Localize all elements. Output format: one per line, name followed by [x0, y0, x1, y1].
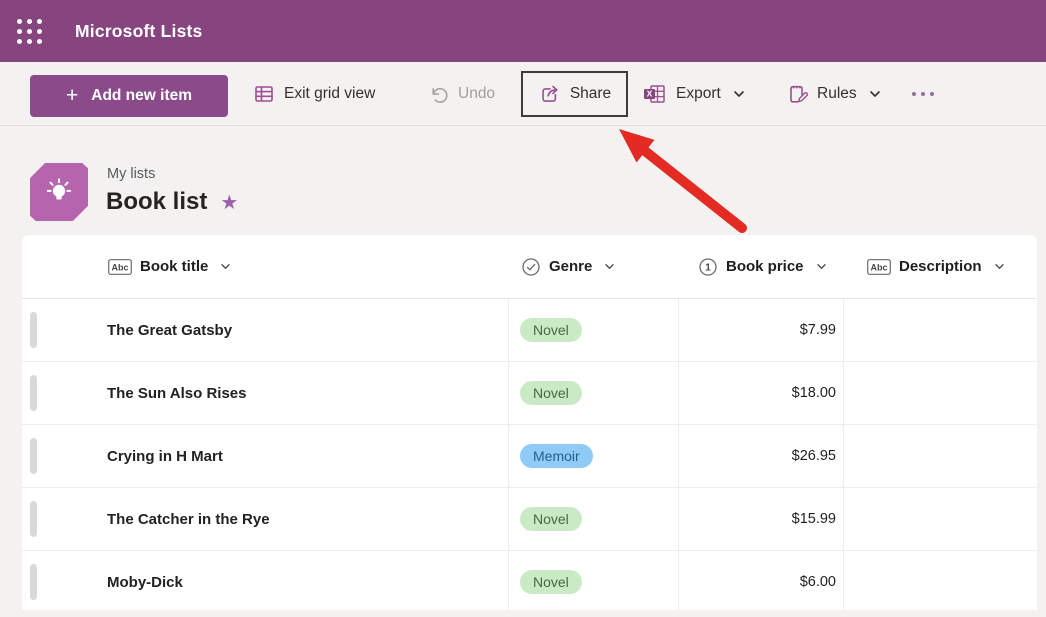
cell-book-title[interactable]: Crying in H Mart [107, 447, 223, 465]
cell-genre[interactable]: Novel [508, 362, 678, 424]
undo-label: Undo [458, 85, 496, 102]
row-drag-handle[interactable] [30, 375, 37, 411]
cell-description[interactable] [843, 362, 1037, 424]
cell-genre[interactable]: Novel [508, 299, 678, 361]
column-header-description[interactable]: Abc Description [843, 258, 1037, 275]
lightbulb-icon [43, 176, 75, 208]
cell-book-title[interactable]: Moby-Dick [107, 573, 183, 591]
app-launcher-waffle-icon[interactable] [17, 18, 42, 44]
undo-button-disabled[interactable]: Undo [428, 62, 495, 126]
column-header-book-title[interactable]: Abc Book title [22, 258, 508, 275]
table-row[interactable]: Moby-Dick Novel $6.00 [22, 551, 1037, 610]
add-new-item-label: Add new item [91, 87, 193, 104]
text-column-abc-icon: Abc [108, 258, 132, 275]
text-column-abc-icon: Abc [867, 258, 891, 275]
export-label: Export [676, 85, 721, 102]
cell-book-price[interactable]: $26.95 [678, 425, 843, 487]
export-button[interactable]: X Export [643, 62, 745, 126]
cell-description[interactable] [843, 299, 1037, 361]
chevron-down-icon [733, 90, 745, 98]
ellipsis-icon [910, 90, 936, 98]
cell-genre[interactable]: Memoir [508, 425, 678, 487]
annotation-arrow [619, 129, 747, 233]
cell-book-price[interactable]: $6.00 [678, 551, 843, 610]
rules-label: Rules [817, 85, 857, 102]
list-title-row: Book list ★ [106, 188, 238, 216]
column-header-genre[interactable]: Genre [508, 257, 678, 277]
share-highlight-box: Share [521, 71, 628, 117]
rules-button[interactable]: Rules [786, 62, 881, 126]
genre-pill: Novel [520, 570, 582, 594]
cell-book-title[interactable]: The Sun Also Rises [107, 384, 247, 402]
genre-pill: Novel [520, 381, 582, 405]
row-drag-handle[interactable] [30, 501, 37, 537]
favorite-star-icon[interactable]: ★ [220, 192, 239, 214]
cell-book-price[interactable]: $7.99 [678, 299, 843, 361]
column-header-book-price[interactable]: 1 Book price [678, 257, 843, 277]
cell-description[interactable] [843, 425, 1037, 487]
row-drag-handle[interactable] [30, 564, 37, 600]
cell-book-title[interactable]: The Great Gatsby [107, 321, 233, 339]
rules-notepad-icon [786, 83, 808, 105]
svg-text:X: X [647, 89, 653, 99]
chevron-down-icon [816, 263, 827, 270]
column-label: Book title [140, 258, 209, 275]
grid-table-icon [253, 83, 275, 105]
plus-icon: + [65, 83, 79, 107]
genre-pill: Novel [520, 318, 582, 342]
cell-description[interactable] [843, 551, 1037, 610]
column-label: Book price [726, 258, 804, 275]
app-header: Microsoft Lists [0, 0, 1046, 62]
cell-book-price[interactable]: $15.99 [678, 488, 843, 550]
toolbar: + Add new item Exit grid view Undo [0, 62, 1046, 126]
chevron-down-icon [994, 263, 1005, 270]
exit-grid-view-label: Exit grid view [284, 85, 376, 102]
chevron-down-icon [220, 263, 231, 270]
list-tile-icon [30, 163, 88, 221]
cell-genre[interactable]: Novel [508, 488, 678, 550]
breadcrumb-my-lists[interactable]: My lists [107, 166, 156, 182]
page-title: Book list [106, 188, 208, 215]
table-header-row: Abc Book title Genre [22, 235, 1037, 299]
chevron-down-icon [869, 90, 881, 98]
chevron-down-icon [604, 263, 615, 270]
more-options-button[interactable] [910, 62, 936, 126]
table-row[interactable]: The Catcher in the Rye Novel $15.99 [22, 488, 1037, 551]
choice-column-check-icon [521, 257, 541, 277]
svg-text:Abc: Abc [111, 262, 128, 272]
cell-book-price[interactable]: $18.00 [678, 362, 843, 424]
share-button[interactable]: Share [569, 85, 612, 102]
cell-book-title[interactable]: The Catcher in the Rye [107, 510, 270, 528]
column-label: Description [899, 258, 982, 275]
cell-description[interactable] [843, 488, 1037, 550]
table-row[interactable]: The Sun Also Rises Novel $18.00 [22, 362, 1037, 425]
exit-grid-view-button[interactable]: Exit grid view [253, 62, 375, 126]
column-label: Genre [549, 258, 593, 275]
row-drag-handle[interactable] [30, 312, 37, 348]
table-row[interactable]: The Great Gatsby Novel $7.99 [22, 299, 1037, 362]
number-column-icon: 1 [698, 257, 718, 277]
svg-text:Abc: Abc [870, 262, 887, 272]
app-title: Microsoft Lists [75, 20, 203, 41]
add-new-item-button[interactable]: + Add new item [30, 75, 228, 117]
share-icon [538, 83, 561, 106]
cell-genre[interactable]: Novel [508, 551, 678, 610]
excel-export-icon: X [643, 83, 667, 105]
genre-pill: Memoir [520, 444, 593, 468]
row-drag-handle[interactable] [30, 438, 37, 474]
undo-icon [428, 84, 449, 105]
table-row[interactable]: Crying in H Mart Memoir $26.95 [22, 425, 1037, 488]
genre-pill: Novel [520, 507, 582, 531]
svg-text:1: 1 [705, 262, 711, 273]
list-table: Abc Book title Genre [22, 235, 1037, 610]
